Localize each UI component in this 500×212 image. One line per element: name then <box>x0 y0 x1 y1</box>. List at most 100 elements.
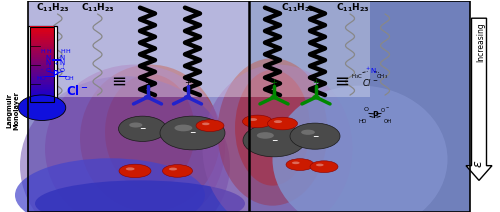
Ellipse shape <box>301 130 315 135</box>
Text: CH$_3$: CH$_3$ <box>376 72 388 81</box>
Text: $\mathbf{Cl^-}$: $\mathbf{Cl^-}$ <box>66 84 88 98</box>
Text: +: + <box>312 78 320 87</box>
Text: HO: HO <box>36 76 46 81</box>
Ellipse shape <box>243 124 305 157</box>
Text: N: N <box>60 60 65 67</box>
Bar <box>30 36 54 38</box>
Text: H: H <box>60 49 65 54</box>
Bar <box>30 55 54 57</box>
Bar <box>30 49 54 51</box>
Bar <box>30 40 54 42</box>
Text: −: − <box>271 136 277 145</box>
Bar <box>30 76 54 78</box>
Ellipse shape <box>35 180 245 212</box>
Text: H$_3$C: H$_3$C <box>352 72 364 81</box>
Text: P: P <box>372 111 378 120</box>
Bar <box>30 63 54 64</box>
Ellipse shape <box>313 96 319 99</box>
Ellipse shape <box>160 116 225 150</box>
Bar <box>30 61 54 63</box>
Ellipse shape <box>272 86 448 212</box>
Bar <box>30 38 54 40</box>
Ellipse shape <box>126 167 134 170</box>
Bar <box>30 64 54 66</box>
Text: OH: OH <box>64 76 74 81</box>
Text: +: + <box>144 78 151 87</box>
Ellipse shape <box>235 70 310 186</box>
Bar <box>30 93 54 95</box>
Ellipse shape <box>118 116 166 141</box>
Bar <box>30 34 54 36</box>
Bar <box>30 81 54 84</box>
Ellipse shape <box>80 64 220 212</box>
Text: +: + <box>53 61 58 66</box>
Bar <box>30 47 54 49</box>
Text: -: - <box>40 68 42 73</box>
Text: O: O <box>46 68 51 73</box>
Bar <box>30 28 54 31</box>
Text: O: O <box>60 68 65 73</box>
Bar <box>30 83 54 85</box>
Ellipse shape <box>310 161 338 173</box>
Bar <box>30 89 54 91</box>
Text: +: + <box>270 78 278 87</box>
Bar <box>30 78 54 80</box>
Ellipse shape <box>18 95 66 120</box>
Bar <box>30 68 54 70</box>
Bar <box>30 85 54 87</box>
Text: −: − <box>140 124 145 133</box>
Text: +: + <box>184 78 191 87</box>
Ellipse shape <box>202 123 209 125</box>
Ellipse shape <box>169 168 177 170</box>
Bar <box>28 26 56 103</box>
Bar <box>30 72 54 74</box>
Bar <box>30 42 54 44</box>
Ellipse shape <box>129 123 142 128</box>
Ellipse shape <box>174 125 192 131</box>
Text: $^+$N: $^+$N <box>364 66 376 76</box>
Bar <box>30 26 54 29</box>
Bar <box>30 74 54 76</box>
Bar <box>30 45 54 47</box>
Ellipse shape <box>119 164 151 178</box>
Bar <box>28 1 248 97</box>
Text: Langmuir
Monolayer: Langmuir Monolayer <box>6 91 19 130</box>
Bar <box>248 1 470 212</box>
Ellipse shape <box>249 118 257 121</box>
Text: HO: HO <box>358 119 366 124</box>
Ellipse shape <box>144 96 150 99</box>
Text: $\mathbf{C_{11}H_{23}}$: $\mathbf{C_{11}H_{23}}$ <box>336 1 370 14</box>
Text: N: N <box>60 55 65 61</box>
Bar <box>30 80 54 82</box>
Bar <box>28 1 470 212</box>
FancyArrow shape <box>466 18 492 180</box>
Ellipse shape <box>290 123 340 149</box>
Bar <box>30 32 54 34</box>
Text: Increasing: Increasing <box>476 22 485 62</box>
Text: $Cl^-$: $Cl^-$ <box>362 77 378 88</box>
Text: $\mathbf{C_{11}H_{23}}$: $\mathbf{C_{11}H_{23}}$ <box>36 1 70 14</box>
Ellipse shape <box>184 96 190 99</box>
Ellipse shape <box>274 120 282 123</box>
Ellipse shape <box>257 132 274 139</box>
Bar <box>30 43 54 46</box>
Text: O: O <box>364 107 368 112</box>
Bar <box>30 59 54 61</box>
Text: P: P <box>52 70 59 79</box>
Ellipse shape <box>45 64 225 212</box>
Bar <box>30 91 54 93</box>
Ellipse shape <box>105 74 195 190</box>
Ellipse shape <box>196 120 224 131</box>
Bar <box>30 51 54 53</box>
Bar <box>30 70 54 72</box>
Ellipse shape <box>218 58 328 206</box>
Ellipse shape <box>316 164 324 166</box>
Bar <box>30 53 54 55</box>
Bar <box>30 30 54 32</box>
Text: H: H <box>46 49 51 54</box>
Text: $\varepsilon$: $\varepsilon$ <box>472 159 486 168</box>
Bar <box>30 96 54 99</box>
Bar <box>30 27 54 102</box>
Ellipse shape <box>242 115 272 128</box>
Text: OH: OH <box>384 119 392 124</box>
